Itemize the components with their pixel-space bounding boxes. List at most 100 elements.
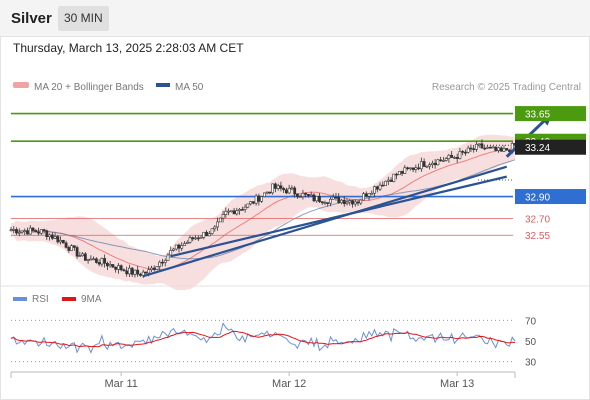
rsi-ma-line [10, 330, 516, 348]
candle-body [419, 161, 423, 170]
candle-body [12, 229, 16, 231]
candle-body [392, 173, 396, 182]
rsi-line [10, 322, 516, 354]
candle-body [194, 237, 197, 240]
candle-body [86, 259, 90, 261]
candle-body [307, 194, 310, 196]
candle-body [108, 264, 112, 267]
candle-body [461, 151, 465, 153]
rsi-ma-legend-label: 9MA [81, 294, 102, 305]
candle-body [26, 230, 29, 235]
candle-body [337, 196, 341, 204]
candle-body [450, 154, 454, 158]
candle-body [229, 210, 233, 213]
candle-body [249, 201, 253, 205]
candle-body [428, 164, 432, 167]
candle-body [17, 231, 21, 234]
last-price-tag [515, 139, 586, 155]
candle-body [411, 167, 415, 170]
candle-body [125, 270, 129, 275]
candle-body [172, 248, 175, 251]
candle-body [439, 159, 443, 162]
candle-body [216, 221, 219, 228]
candle-body [329, 198, 332, 204]
candle-body [213, 226, 217, 230]
candle-body [430, 162, 434, 165]
candle-body [475, 143, 478, 150]
candle-body [342, 199, 346, 205]
candle-body [144, 271, 148, 274]
trendline-0 [142, 165, 508, 278]
candle-body [152, 267, 156, 270]
candle-body [89, 258, 93, 261]
rsi-tick-30: 30 [525, 358, 537, 369]
candle-body [444, 158, 448, 161]
candle-body [334, 196, 338, 199]
candle-body [268, 191, 272, 194]
candle-body [447, 154, 451, 159]
candle-body [191, 237, 195, 240]
candle-body [417, 167, 421, 170]
candle-body [373, 186, 376, 194]
candle-body [37, 231, 40, 234]
candle-body [340, 199, 343, 204]
candle-body [94, 258, 98, 263]
candle-body [441, 160, 445, 162]
candle-body [188, 237, 192, 243]
candle-body [92, 258, 96, 261]
candle-body [34, 230, 38, 233]
candle-body [362, 193, 365, 201]
candle-body [130, 267, 134, 275]
candle-body [218, 217, 222, 223]
header-bar: Silver 30 MIN [0, 0, 590, 36]
candle-body [323, 202, 327, 204]
level-label-4: 32.55 [525, 231, 550, 242]
candle-body [177, 244, 181, 249]
candle-body [290, 187, 294, 190]
candle-body [59, 239, 62, 243]
candle-body [301, 192, 305, 197]
candle-body [48, 234, 51, 237]
candle-body [273, 183, 277, 189]
candle-body [81, 253, 85, 257]
candle-body [67, 247, 71, 251]
candle-body [174, 244, 178, 250]
candle-body [422, 161, 426, 167]
candle-body [378, 184, 382, 190]
rsi-panel: 70 50 30 [10, 316, 537, 369]
timeframe-button[interactable]: 30 MIN [58, 6, 109, 31]
candle-body [260, 196, 264, 202]
candle-body [403, 167, 407, 174]
x-axis: Mar 11 Mar 12 Mar 13 [10, 371, 516, 390]
candle-body [136, 269, 140, 275]
candle-body [158, 261, 162, 267]
candle-body [370, 192, 374, 195]
candle-body [105, 263, 109, 267]
candle-body [276, 185, 280, 189]
candle-body [395, 173, 398, 176]
level-label-3: 32.70 [525, 215, 550, 226]
candle-body [20, 230, 24, 233]
candle-body [64, 242, 68, 248]
candle-body [285, 189, 288, 194]
candle-body [491, 146, 495, 149]
candle-body [282, 188, 286, 191]
candle-body [318, 196, 321, 202]
candle-body [499, 147, 503, 152]
candle-body [364, 193, 368, 197]
candle-body [298, 196, 302, 198]
candle-body [331, 196, 335, 200]
credit-text: Research © 2025 Trading Central [432, 82, 581, 93]
candle-body [111, 264, 115, 268]
candle-body [497, 147, 500, 151]
candle-body [397, 171, 401, 176]
candle-body [114, 266, 118, 270]
candle-body [312, 194, 316, 202]
candle-body [202, 231, 206, 238]
candle-body [39, 229, 43, 234]
candle-body [133, 269, 137, 275]
candle-body [196, 237, 200, 240]
candle-body [183, 243, 186, 246]
bollinger-band-area [11, 134, 515, 291]
